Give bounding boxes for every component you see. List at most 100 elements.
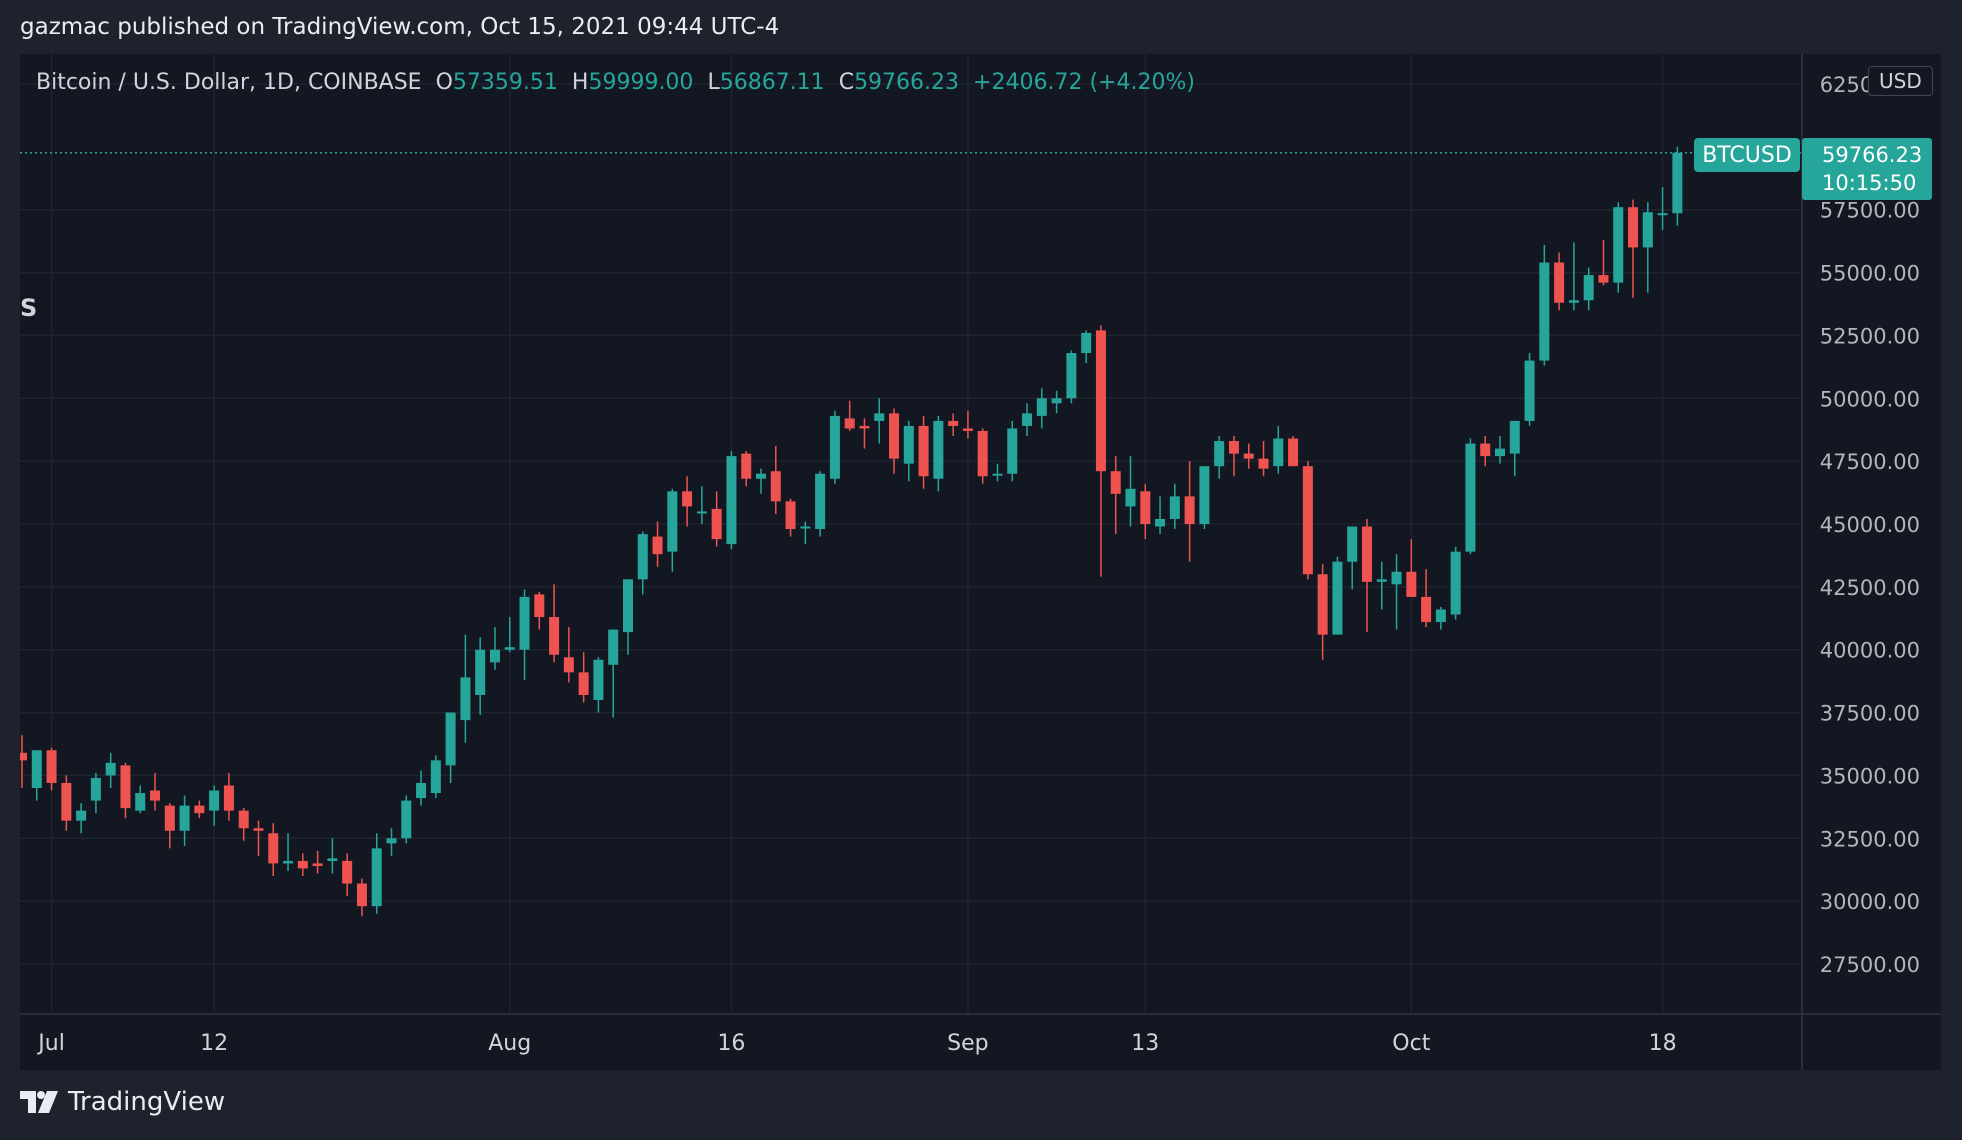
- y-tick-label: 30000.00: [1820, 890, 1920, 914]
- y-tick-label: 32500.00: [1820, 827, 1920, 851]
- candle: [859, 418, 870, 449]
- candle: [1036, 388, 1047, 429]
- candle: [682, 476, 693, 527]
- candle: [667, 488, 678, 572]
- y-tick-label: 47500.00: [1820, 450, 1920, 474]
- candle-body: [1258, 458, 1269, 469]
- candle: [711, 491, 722, 547]
- candle: [1184, 461, 1195, 562]
- candle-body: [1524, 360, 1535, 421]
- candle: [1081, 330, 1092, 364]
- chart-frame[interactable]: 27500.00 30000.00 32500.00 35000.00 37500.00…: [20, 54, 1941, 1070]
- candle-body: [1199, 466, 1210, 524]
- candle-body: [608, 629, 619, 665]
- candle-body: [1435, 609, 1446, 623]
- candle: [756, 468, 766, 494]
- close-label: C: [838, 70, 855, 95]
- candle-body: [1406, 571, 1417, 597]
- candle-body: [992, 473, 1003, 476]
- candle: [1495, 436, 1505, 464]
- candle-body: [150, 790, 161, 801]
- candle: [977, 428, 988, 484]
- candle: [371, 833, 382, 914]
- candle-body: [194, 805, 205, 814]
- candle-body: [312, 863, 323, 866]
- candle-body: [726, 456, 737, 545]
- candle: [726, 451, 737, 550]
- candle-body: [1465, 443, 1476, 552]
- x-tick-label: 13: [1131, 1031, 1159, 1056]
- candle: [1583, 267, 1594, 311]
- candle-body: [578, 672, 589, 695]
- candle-body: [622, 579, 633, 633]
- candle: [1480, 436, 1491, 467]
- candle: [829, 410, 840, 484]
- candle: [179, 795, 190, 846]
- y-tick-label: 50000.00: [1820, 387, 1920, 411]
- candle: [637, 531, 648, 595]
- candle-body: [1066, 353, 1077, 399]
- candle-body: [1140, 491, 1151, 524]
- candle: [800, 521, 811, 545]
- y-tick-label: 52500.00: [1820, 324, 1920, 348]
- candle-body: [1081, 332, 1092, 354]
- candle: [519, 589, 530, 680]
- candle-body: [1051, 398, 1062, 404]
- candle-body: [268, 833, 279, 864]
- candle-body: [829, 415, 840, 479]
- candle-body: [756, 473, 766, 479]
- candle-body: [859, 425, 870, 429]
- symbol-price-label: BTCUSD: [1694, 138, 1800, 172]
- candle: [534, 591, 545, 630]
- candle: [194, 800, 205, 819]
- candle-body: [460, 677, 471, 721]
- candle-body: [1243, 453, 1254, 459]
- candle-body: [430, 760, 441, 794]
- candle: [815, 471, 826, 537]
- candle-body: [416, 782, 427, 799]
- candle-body: [1007, 428, 1018, 474]
- series-marker[interactable]: S: [20, 294, 38, 322]
- candle: [1509, 420, 1520, 477]
- candle: [105, 752, 116, 788]
- candle: [962, 410, 973, 439]
- candle-body: [874, 413, 885, 421]
- x-tick-label: Aug: [488, 1031, 531, 1056]
- x-tick-label: Sep: [947, 1031, 988, 1056]
- candle-body: [1376, 579, 1387, 582]
- candlestick-chart[interactable]: 27500.00 30000.00 32500.00 35000.00 37500.00…: [20, 54, 1941, 1070]
- candle-body: [563, 657, 574, 673]
- candle: [61, 775, 72, 831]
- currency-button[interactable]: USD: [1868, 66, 1933, 96]
- candle-body: [1628, 207, 1639, 248]
- candle: [90, 772, 101, 814]
- y-tick-label: 35000.00: [1820, 764, 1920, 788]
- candle: [489, 627, 500, 670]
- candle: [253, 820, 264, 856]
- candle-body: [977, 430, 988, 477]
- candle: [46, 747, 57, 791]
- x-tick-label: 12: [200, 1031, 228, 1056]
- candle: [948, 413, 959, 436]
- candle: [549, 584, 560, 663]
- candle: [1214, 436, 1225, 479]
- candle-body: [1036, 398, 1047, 416]
- candle: [1465, 438, 1476, 555]
- candle: [578, 652, 589, 703]
- candle: [1539, 244, 1550, 366]
- candle: [430, 755, 441, 799]
- candle: [120, 762, 131, 819]
- candle-body: [1095, 330, 1106, 472]
- candle-body: [1480, 443, 1491, 457]
- candle: [386, 828, 397, 856]
- candle: [31, 750, 42, 801]
- candle: [1657, 187, 1668, 230]
- tradingview-branding[interactable]: TradingView: [20, 1087, 225, 1117]
- candle-body: [1613, 207, 1624, 283]
- candle: [1421, 569, 1432, 628]
- candle-body: [1554, 262, 1565, 303]
- x-tick-label: 18: [1649, 1031, 1677, 1056]
- candle: [268, 823, 279, 876]
- candle-body: [534, 594, 545, 618]
- candle-body: [682, 491, 693, 507]
